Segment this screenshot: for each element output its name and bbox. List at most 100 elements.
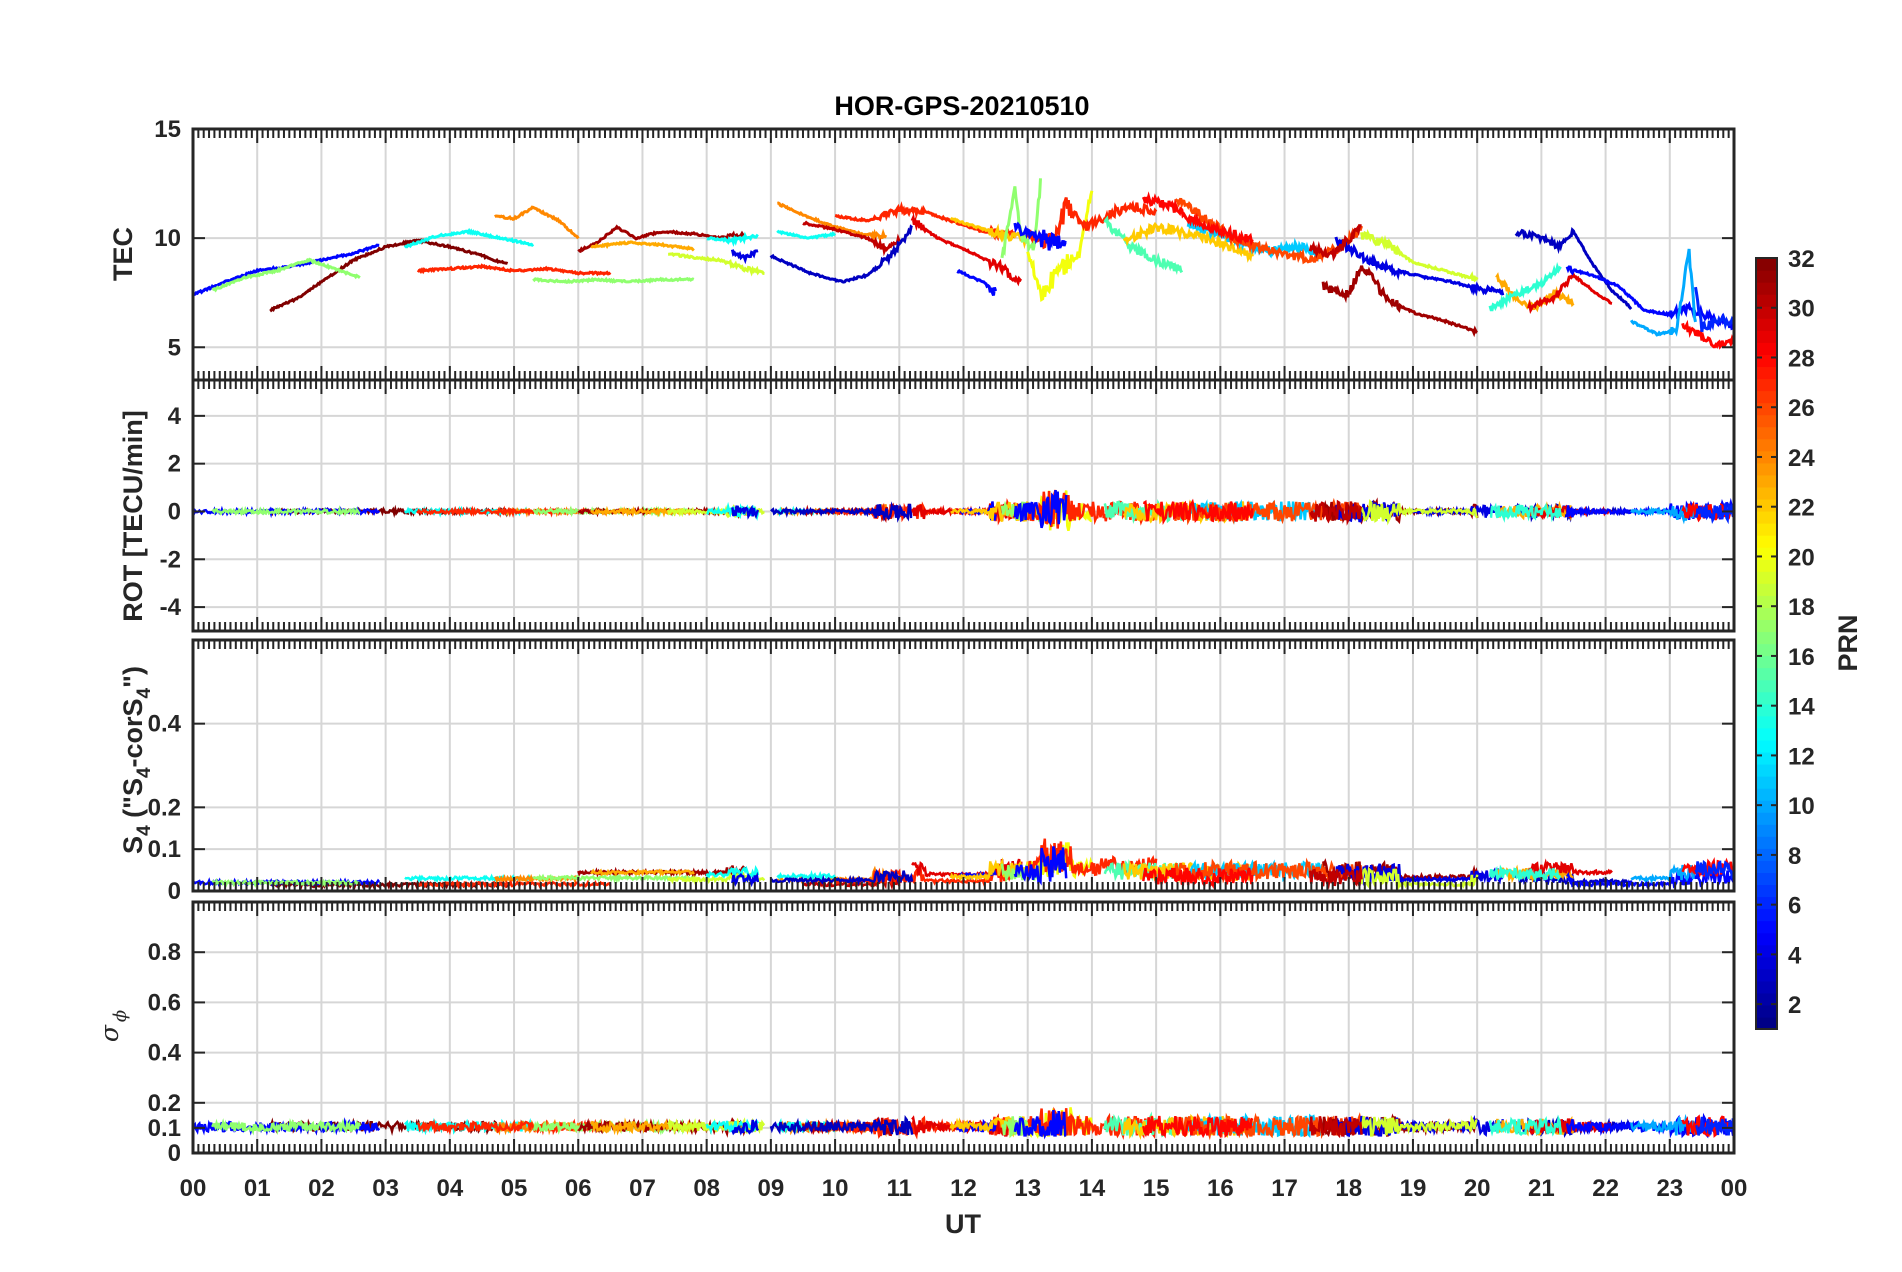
sigma-phi-series [191,1106,1736,1141]
tec-series-line [949,216,1029,250]
s4-series-line [1308,866,1363,890]
s4-grid [193,640,1734,891]
s4-series-line [1334,862,1504,887]
tec-series-line [802,220,901,257]
colorbar-tick-label: 28 [1788,345,1815,372]
x-tick-label: 11 [887,1175,912,1202]
colorbar-stripe [1756,330,1777,343]
colorbar-stripe [1756,462,1777,476]
tec-series-line [706,231,759,247]
colorbar-stripe [1756,703,1777,717]
colorbar-tick-label: 4 [1788,942,1802,969]
sigma-phi-ticks: 00.10.2 0.4 0.6 0.8 [148,902,1735,1167]
colorbar-stripe [1756,366,1777,380]
x-tick-label: 19 [1400,1175,1427,1202]
sigma-phi-series-line [1695,1116,1736,1136]
s4-series-line [949,857,1029,882]
colorbar-stripe [1756,932,1777,946]
s4-series-line [770,868,914,886]
colorbar-stripe [1756,691,1777,705]
sigma-phi-series-line [1027,1106,1158,1140]
s4-series-line [731,871,760,888]
colorbar-stripe [1756,607,1777,621]
tec-series-line [776,229,837,240]
x-tick-label: 21 [1528,1175,1555,1202]
colorbar-stripe [1756,571,1777,584]
x-tick-label: 04 [436,1175,463,1202]
colorbar-stripe [1756,378,1777,392]
colorbar-stripe [1756,438,1777,452]
colorbar-tick-label: 2 [1788,992,1801,1019]
y-tick-label: 0 [168,878,181,905]
sigma-phi-series-line [577,1117,747,1138]
tec-panel: 5 10 15 [154,116,1736,382]
chart-title: HOR-GPS-20210510 [834,91,1089,121]
colorbar-stripe [1756,812,1777,825]
sigma-phi-series-line [1488,1114,1562,1137]
tec-series-line [1141,191,1254,247]
s4-series-line [1630,863,1697,885]
colorbar-stripe [1756,896,1777,910]
tec-series-line [1694,286,1735,333]
tec-axis-label: TEC [108,227,138,281]
colorbar-stripe [1756,776,1777,789]
colorbar-stripe [1756,354,1777,368]
colorbar-stripe [1756,739,1777,753]
colorbar-stripe [1756,342,1777,355]
x-tick-label: 06 [565,1175,592,1202]
s4-series-line [211,877,361,888]
colorbar-stripe [1756,667,1777,681]
rot-series-line [770,501,913,523]
colorbar-stripe [1756,426,1777,440]
tec-series [191,178,1736,350]
rot-axis-label: ROT [TECU/min] [118,410,148,621]
colorbar-stripe [1756,390,1777,404]
colorbar-frame [1755,257,1778,1030]
colorbar-stripe [1756,715,1777,729]
x-axis-label: UT [945,1209,981,1239]
colorbar-stripe [1756,884,1777,898]
y-tick-label: 0.4 [148,1040,182,1067]
tec-series-line [416,263,612,277]
rot-series-line [1103,499,1183,525]
s4-series-line [590,868,695,877]
colorbar-label: PRN [1833,614,1863,671]
x-tick-label: 22 [1592,1175,1619,1202]
y-tick-label: 0.1 [148,1115,181,1142]
x-tick-label: 03 [372,1175,399,1202]
colorbar-stripe [1756,282,1777,295]
tec-series-line [668,252,765,277]
sigma-phi-series-line [211,1118,362,1136]
tec-series-line [269,238,509,313]
x-tick-labels: 00 01 02 03 04 05 06 07 08 09 10 11 12 13 14 15 16 17 18 19… [180,1175,1748,1202]
colorbar-tick-label: 32 [1788,246,1815,273]
colorbar-stripe [1756,920,1777,934]
rot-series-line [1489,502,1562,523]
colorbar-stripe [1756,535,1777,548]
tec-series-line [590,240,695,252]
x-tick-label: 00 [1721,1175,1748,1202]
y-tick-label: 0.1 [148,836,181,863]
colorbar-stripe [1756,1016,1777,1030]
sigma-phi-series-line [769,1115,914,1136]
x-tick-label: 09 [758,1175,785,1202]
tec-series-line [1527,272,1613,314]
colorbar-tick-label: 20 [1788,544,1815,571]
colorbar-stripe [1756,643,1777,657]
colorbar-tick-label: 6 [1788,893,1801,920]
s4-series-line [1013,846,1068,886]
colorbar-stripe [1756,402,1777,416]
s4-series-line [532,872,695,884]
colorbar-stripe [1756,872,1777,886]
colorbar-stripe [1756,486,1777,500]
colorbar-stripe [1756,980,1777,994]
y-tick-label: -4 [160,594,182,621]
x-tick-label: 08 [693,1175,720,1202]
x-tick-label: 12 [950,1175,977,1202]
colorbar-stripe [1756,655,1777,669]
tec-series-line [1000,178,1042,259]
tec-series-line [1565,265,1736,331]
y-tick-label: 0.8 [148,939,181,966]
